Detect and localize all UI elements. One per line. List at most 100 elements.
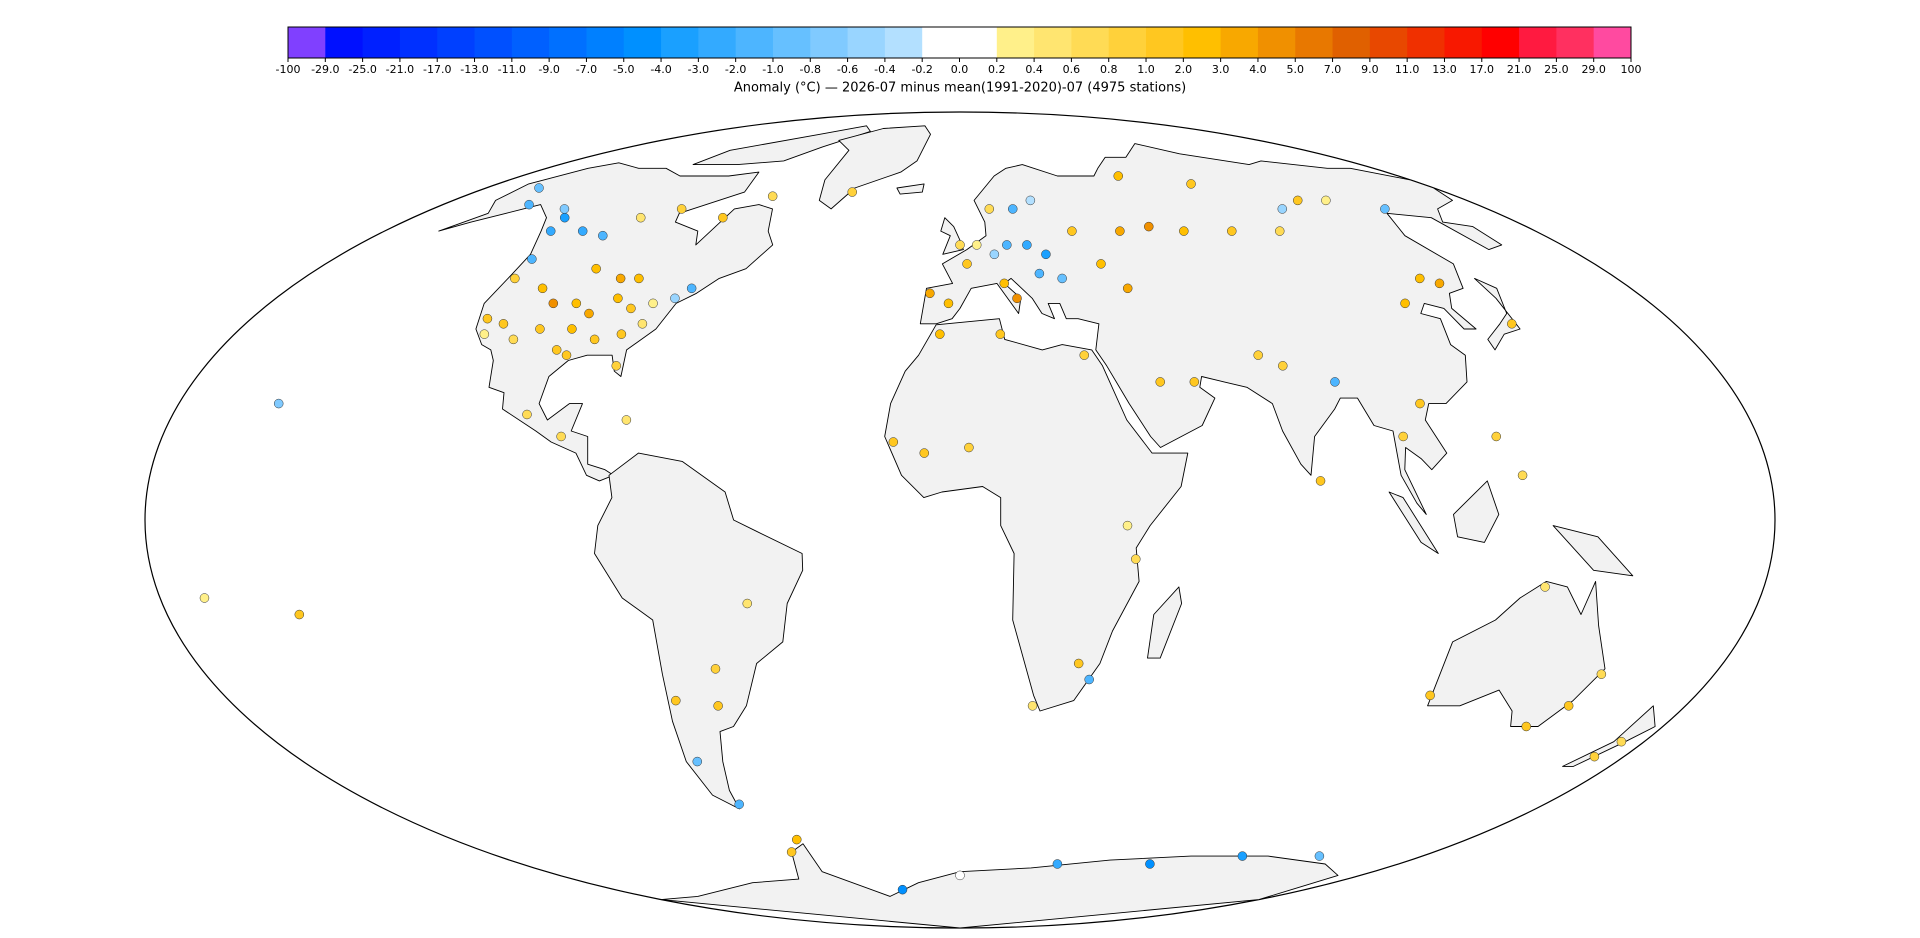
station: [1434, 278, 1445, 289]
station: [1034, 268, 1045, 279]
station: [718, 212, 728, 223]
station: [1084, 674, 1094, 685]
station: [527, 254, 537, 264]
colorbar-segment: [1556, 27, 1595, 58]
landmass: [884, 318, 1189, 712]
station: [1315, 476, 1326, 486]
colorbar-segment: [1332, 27, 1371, 58]
station: [925, 288, 935, 299]
station: [955, 240, 965, 250]
station: [1314, 851, 1325, 861]
station: [1491, 431, 1502, 442]
colorbar-segment: [362, 27, 401, 58]
station: [1131, 554, 1141, 564]
colorbar-tick-label: 11.0: [1395, 63, 1420, 76]
colorbar-segment: [698, 27, 737, 58]
colorbar-tick-label: 9.0: [1361, 63, 1379, 76]
colorbar-tick-label: 0.2: [988, 63, 1006, 76]
station: [1155, 377, 1165, 387]
map-outline: [144, 111, 1776, 929]
colorbar-segment: [399, 27, 438, 58]
colorbar-tick-label: 100: [1621, 63, 1642, 76]
station: [1415, 273, 1425, 284]
station: [551, 345, 562, 355]
colorbar-segment: [1593, 27, 1632, 58]
station: [1596, 669, 1607, 679]
station: [686, 283, 697, 294]
station: [1073, 658, 1084, 669]
station: [1400, 298, 1410, 309]
station: [919, 448, 930, 458]
colorbar-segment: [1481, 27, 1520, 58]
station: [1122, 520, 1133, 531]
station: [1425, 690, 1435, 701]
station: [1145, 859, 1155, 869]
station: [1122, 283, 1133, 294]
colorbar-tick-label: -13.0: [460, 63, 488, 76]
station: [989, 249, 1000, 260]
colorbar-tick-label: 0.4: [1025, 63, 1043, 76]
colorbar-segment: [1108, 27, 1147, 58]
colorbar-segment: [661, 27, 699, 58]
colorbar-tick-label: -0.4: [874, 63, 895, 76]
colorbar-tick-label: 0.8: [1100, 63, 1118, 76]
station: [1292, 195, 1303, 206]
station: [1007, 204, 1018, 214]
station: [545, 226, 556, 236]
colorbar-tick-label: -100: [276, 63, 301, 76]
colorbar-segment: [1257, 27, 1296, 58]
station: [626, 303, 636, 314]
station: [479, 329, 490, 339]
station: [635, 212, 646, 223]
station: [1274, 226, 1285, 236]
station: [637, 319, 648, 329]
station: [1253, 350, 1263, 360]
station: [964, 442, 974, 453]
colorbar-segment: [735, 27, 774, 58]
colorbar-tick-label: 2.0: [1175, 63, 1193, 76]
colorbar-segment: [1146, 27, 1184, 58]
station: [1012, 293, 1022, 304]
station: [1179, 226, 1189, 236]
colorbar-segment: [1444, 27, 1483, 58]
colorbar-segment: [1369, 27, 1408, 58]
landmass: [594, 452, 804, 810]
colorbar-segment: [1071, 27, 1110, 58]
station: [1277, 204, 1288, 214]
colorbar: -100 -29.0 -25.0 -21.0 -17.0 -13.0 -11.0 -9.0 -7…: [276, 26, 1642, 76]
station: [613, 293, 623, 304]
station: [1507, 319, 1517, 329]
station: [482, 313, 493, 324]
colorbar-tick-label: 13.0: [1432, 63, 1457, 76]
colorbar-tick-label: -0.6: [837, 63, 858, 76]
station: [571, 298, 582, 309]
station: [611, 361, 622, 371]
colorbar-tick-label: 4.0: [1249, 63, 1267, 76]
landmass: [1388, 491, 1439, 554]
station: [510, 273, 520, 284]
colorbar-tick-label: -0.8: [800, 63, 821, 76]
colorbar-tick-label: 3.0: [1212, 63, 1230, 76]
station: [561, 350, 572, 360]
station: [535, 324, 545, 334]
landmass: [1562, 705, 1656, 767]
colorbar-tick-label: -9.0: [538, 63, 559, 76]
colorbar-segment: [437, 27, 476, 58]
station: [847, 187, 858, 197]
landmass: [1552, 525, 1634, 577]
station: [1022, 240, 1032, 250]
landmass: [896, 183, 925, 195]
colorbar-tick-label: 1.0: [1137, 63, 1155, 76]
station: [792, 834, 802, 845]
colorbar-segment: [772, 27, 811, 58]
colorbar-tick-label: 5.0: [1287, 63, 1305, 76]
colorbar-segment: [884, 27, 923, 58]
colorbar-segment: [586, 27, 625, 58]
colorbar-segment: [922, 27, 960, 58]
station: [556, 431, 566, 442]
colorbar-segment: [1295, 27, 1334, 58]
station: [670, 293, 680, 304]
station: [767, 191, 778, 201]
station: [199, 593, 210, 603]
station: [591, 263, 601, 274]
